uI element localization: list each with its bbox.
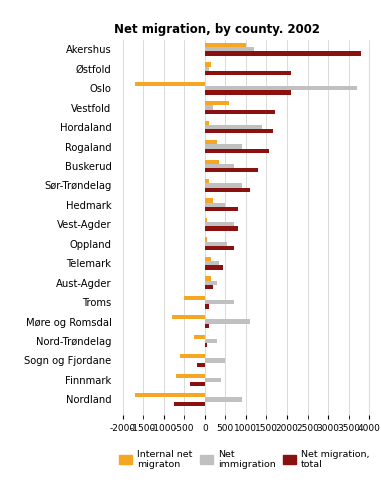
Bar: [205, 222, 234, 226]
Bar: [205, 320, 250, 324]
Bar: [205, 164, 234, 168]
Bar: [205, 90, 291, 94]
Bar: [176, 373, 205, 378]
Bar: [205, 86, 357, 90]
Bar: [205, 237, 207, 242]
Bar: [205, 358, 225, 363]
Bar: [205, 144, 242, 149]
Bar: [205, 149, 269, 153]
Bar: [205, 43, 246, 47]
Bar: [174, 402, 205, 406]
Bar: [205, 168, 258, 172]
Bar: [205, 203, 225, 207]
Bar: [205, 47, 254, 51]
Bar: [205, 246, 234, 250]
Bar: [135, 82, 205, 86]
Legend: Internal net
migraton, Net
immigration, Net migration,
total: Internal net migraton, Net immigration, …: [119, 450, 370, 469]
Bar: [205, 339, 217, 343]
Bar: [205, 300, 234, 304]
Bar: [205, 207, 238, 211]
Bar: [205, 179, 209, 183]
Bar: [205, 343, 207, 347]
Bar: [205, 397, 242, 402]
Bar: [205, 276, 211, 281]
Bar: [205, 183, 242, 188]
Bar: [205, 226, 238, 231]
Bar: [205, 378, 221, 382]
Bar: [205, 265, 223, 270]
Bar: [205, 62, 211, 67]
Bar: [205, 105, 213, 110]
Bar: [197, 363, 205, 367]
Bar: [180, 354, 205, 358]
Bar: [205, 51, 361, 56]
Bar: [205, 218, 207, 222]
Bar: [205, 304, 209, 309]
Bar: [205, 67, 209, 71]
Bar: [205, 160, 219, 164]
Bar: [205, 125, 263, 129]
Bar: [190, 382, 205, 386]
Bar: [205, 324, 209, 328]
Bar: [205, 140, 217, 144]
Bar: [205, 71, 291, 75]
Bar: [205, 257, 211, 261]
Bar: [184, 296, 205, 300]
Bar: [135, 393, 205, 397]
Text: Net migration, by county. 2002: Net migration, by county. 2002: [114, 23, 320, 36]
Bar: [205, 285, 213, 289]
Bar: [205, 110, 275, 114]
Bar: [205, 121, 209, 125]
Bar: [205, 242, 227, 246]
Bar: [205, 188, 250, 192]
Bar: [205, 261, 219, 265]
Bar: [205, 281, 217, 285]
Bar: [194, 334, 205, 339]
Bar: [205, 199, 213, 203]
Bar: [172, 315, 205, 320]
Bar: [205, 129, 273, 133]
Bar: [205, 101, 229, 105]
